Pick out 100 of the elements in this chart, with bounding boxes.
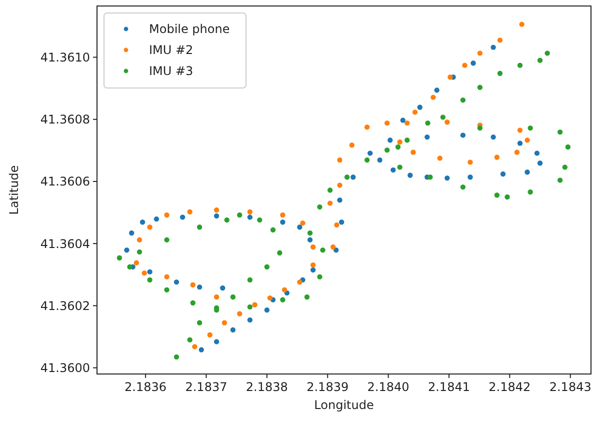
point	[116, 255, 122, 260]
point	[147, 224, 152, 230]
point	[388, 138, 393, 143]
x-tick-label: 2.1840	[367, 380, 410, 394]
point	[470, 60, 476, 66]
point	[468, 160, 473, 165]
point	[192, 344, 198, 350]
point	[334, 222, 340, 228]
point	[477, 50, 483, 56]
point	[338, 220, 344, 225]
point	[247, 214, 253, 220]
point	[412, 110, 418, 115]
point	[134, 260, 140, 266]
point	[460, 98, 466, 103]
point	[404, 138, 410, 143]
point	[460, 184, 466, 190]
point	[297, 224, 302, 230]
point	[517, 140, 523, 146]
point	[367, 150, 373, 156]
point	[136, 249, 142, 255]
point	[384, 120, 390, 126]
point	[410, 150, 416, 155]
point	[462, 62, 468, 68]
point	[330, 244, 336, 250]
point	[437, 156, 442, 161]
point	[207, 332, 212, 338]
point	[280, 212, 286, 218]
point	[320, 247, 326, 253]
point	[310, 262, 316, 268]
point	[270, 227, 276, 232]
point	[267, 295, 273, 301]
x-tick-label: 2.1838	[246, 380, 288, 394]
point	[395, 144, 401, 150]
point	[310, 267, 316, 273]
point	[524, 138, 530, 143]
point	[300, 220, 306, 226]
point	[562, 164, 568, 170]
point	[257, 217, 262, 223]
point	[164, 274, 170, 280]
point	[528, 189, 533, 195]
point	[164, 237, 170, 242]
point	[220, 285, 226, 291]
point	[282, 287, 288, 292]
point	[504, 194, 510, 200]
point	[214, 213, 220, 219]
point	[180, 214, 186, 220]
point	[400, 118, 406, 123]
legend-label: IMU #3	[149, 64, 194, 78]
point	[154, 216, 160, 222]
point	[477, 125, 483, 131]
point	[147, 277, 152, 282]
x-tick-label: 2.1836	[124, 380, 167, 394]
y-tick-label: 41.3602	[40, 298, 90, 313]
point	[124, 247, 130, 253]
point	[534, 150, 540, 156]
point	[252, 302, 258, 308]
point	[528, 125, 533, 131]
point	[214, 339, 220, 344]
point	[444, 120, 450, 125]
point	[142, 270, 147, 276]
point	[557, 178, 563, 183]
point	[364, 157, 370, 163]
point	[377, 157, 382, 163]
point	[307, 237, 313, 242]
legend-label: Mobile phone	[149, 22, 230, 36]
y-tick-label: 41.3606	[40, 174, 90, 189]
point	[337, 182, 342, 188]
point	[247, 317, 253, 323]
point	[434, 88, 440, 93]
point	[477, 84, 483, 90]
point	[174, 279, 180, 285]
point	[214, 294, 220, 300]
point	[127, 264, 132, 270]
x-tick-label: 2.1839	[306, 380, 349, 394]
point	[408, 172, 413, 178]
y-tick-label: 41.3610	[40, 50, 90, 64]
point	[237, 212, 242, 218]
point	[424, 134, 430, 140]
point	[187, 337, 192, 342]
point	[517, 128, 523, 133]
point	[349, 142, 354, 148]
point	[524, 170, 530, 175]
point	[337, 157, 342, 163]
y-tick-label: 41.3608	[40, 112, 90, 127]
point	[364, 124, 370, 130]
x-tick-label: 2.1837	[185, 380, 228, 394]
point	[494, 192, 500, 198]
point	[565, 144, 571, 150]
point	[247, 277, 253, 282]
point	[187, 209, 192, 214]
point	[444, 175, 450, 181]
point	[264, 264, 270, 270]
point	[247, 209, 253, 214]
x-tick-label: 2.1841	[428, 380, 470, 394]
legend-label: IMU #2	[149, 43, 194, 58]
point	[297, 279, 302, 285]
point	[448, 74, 453, 80]
point	[428, 174, 433, 180]
x-tick-label: 2.1842	[488, 380, 531, 394]
point	[537, 160, 543, 166]
